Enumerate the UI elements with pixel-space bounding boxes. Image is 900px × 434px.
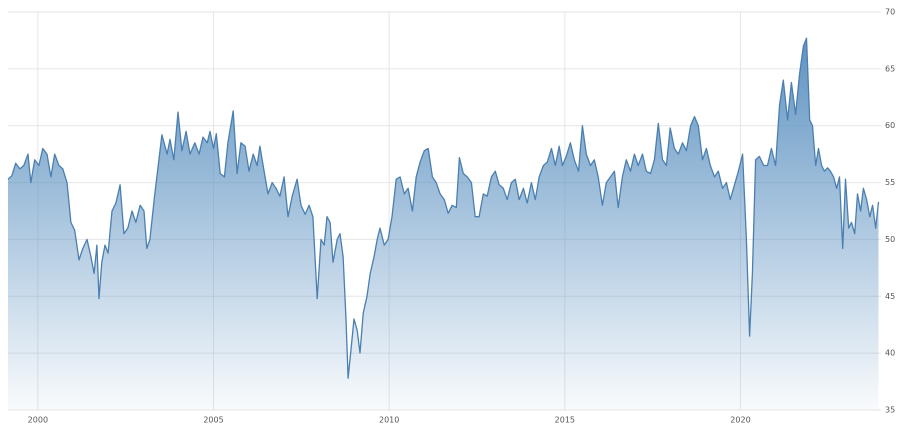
area-fill: [8, 38, 879, 410]
y-tick-label: 45: [885, 292, 895, 301]
x-tick-label: 2020: [730, 416, 750, 425]
y-tick-label: 60: [885, 121, 895, 130]
x-tick-label: 2015: [555, 416, 575, 425]
y-tick-label: 55: [885, 178, 895, 187]
y-tick-label: 35: [885, 406, 895, 415]
y-tick-label: 65: [885, 64, 895, 73]
y-tick-label: 50: [885, 235, 895, 244]
line: [7, 37, 880, 379]
x-tick-label: 2010: [379, 416, 399, 425]
y-tick-label: 40: [885, 349, 895, 358]
x-tick-label: 2000: [28, 416, 48, 425]
y-tick-label: 70: [885, 8, 895, 17]
x-tick-label: 2005: [203, 416, 223, 425]
